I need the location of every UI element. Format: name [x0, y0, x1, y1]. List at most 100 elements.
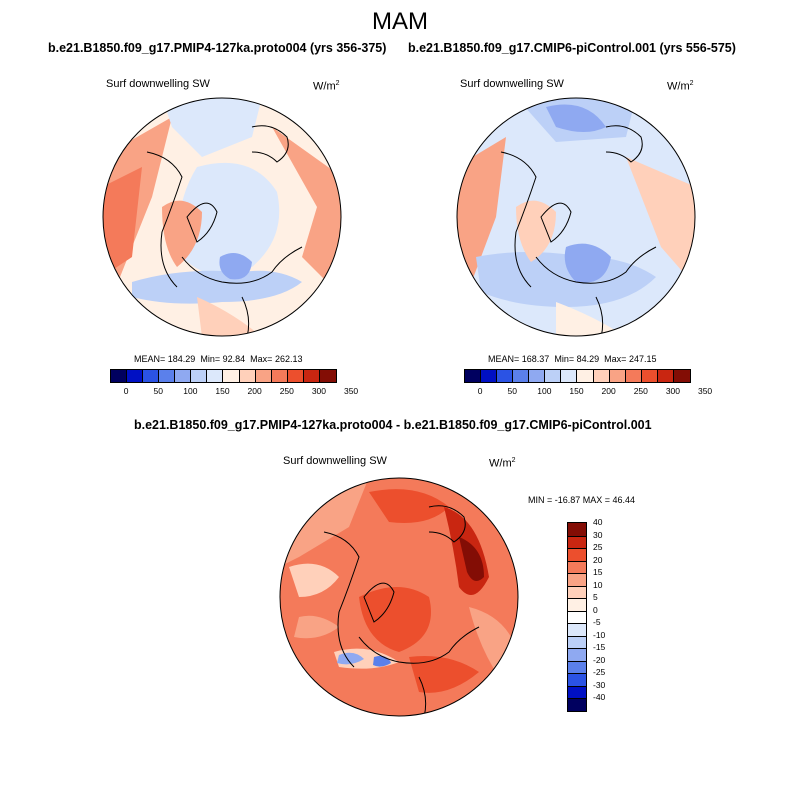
panel3-colorbar-swatch	[568, 610, 586, 624]
panel1-colorbar-tick-label: 350	[343, 386, 359, 396]
panel1-colorbar	[110, 369, 337, 383]
panel1-colorbar-tick-label: 300	[311, 386, 327, 396]
panel1-colorbar-tick-label: 0	[123, 386, 129, 396]
panel1-colorbar-swatch	[255, 370, 272, 382]
panel3-colorbar-swatch	[568, 585, 586, 599]
panel2-colorbar-swatch	[545, 370, 562, 382]
panel2-colorbar-swatch	[609, 370, 626, 382]
panel1-colorbar-tick-label: 150	[215, 386, 230, 396]
panel3-colorbar-swatch	[568, 660, 586, 674]
panel3-colorbar-swatch	[568, 523, 586, 536]
panel2-colorbar-swatch	[641, 370, 658, 382]
panel2-field-region	[516, 200, 556, 262]
panel1-colorbar-tick-label: 250	[279, 386, 294, 396]
panel2-units-base: W/m	[667, 80, 690, 93]
panel2-colorbar-swatch	[497, 370, 514, 382]
panel3-colorbar-swatch	[568, 673, 586, 686]
panel2-mean-label: MEAN=	[488, 354, 520, 364]
panel2-min-value: 84.29	[576, 354, 600, 364]
panel3-colorbar-tick-label: 5	[593, 592, 598, 603]
panel1-field-region	[197, 297, 262, 336]
panel2-colorbar-swatch	[481, 370, 498, 382]
panel1-units-base: W/m	[313, 80, 336, 93]
panel2-colorbar	[464, 369, 691, 383]
panel2-units: W/m2	[667, 80, 694, 93]
panel1-variable-label: Surf downwelling SW	[106, 78, 210, 90]
panel3-field-region	[369, 489, 449, 523]
panel2-colorbar-swatch	[593, 370, 610, 382]
panel3-field-region	[289, 563, 339, 597]
panel2-colorbar-tick-label: 200	[601, 386, 616, 396]
panel3-colorbar-tick-label: 30	[593, 529, 603, 540]
panel3-field-region	[359, 587, 431, 652]
panel1-field-region	[162, 200, 202, 267]
panel2-colorbar-ticks: 0 50 100 150 200 250 300 350	[464, 386, 712, 398]
figure-title: MAM	[372, 8, 428, 35]
panel2-coastline	[535, 246, 657, 284]
panel3-colorbar-swatch	[568, 535, 586, 549]
panel1-coastline	[251, 125, 289, 163]
panel1-field-region	[103, 117, 172, 336]
panel1-colorbar-swatch	[175, 370, 192, 382]
panel1-min-value: 92.84	[222, 354, 246, 364]
panel3-colorbar-tick-label: 10	[593, 579, 603, 590]
panel2-max-value: 247.15	[628, 354, 657, 364]
panel2-colorbar-swatch	[513, 370, 530, 382]
panel3-colorbar-tick-label: -25	[593, 667, 606, 678]
panel1-colorbar-tick-label: 50	[153, 386, 163, 396]
panel2-colorbar-tick-label: 0	[477, 386, 483, 396]
panel1-max-value: 262.13	[274, 354, 303, 364]
panel3-title: b.e21.B1850.f09_g17.PMIP4-127ka.proto004…	[134, 418, 652, 432]
panel1-colorbar-ticks: 0 50 100 150 200 250 300 350	[110, 386, 358, 398]
panel2-coastline	[500, 151, 537, 288]
panel1-stats: MEAN= 184.29 Min= 92.84 Max= 262.13	[134, 354, 302, 364]
panel3-colorbar-swatch	[568, 635, 586, 649]
panel1-map-border	[102, 97, 342, 337]
panel3-colorbar-swatch	[568, 623, 586, 636]
panel3-field-region	[294, 615, 339, 639]
panel2-colorbar-tick-label: 300	[665, 386, 681, 396]
panel2-colorbar-swatch	[673, 370, 690, 382]
panel2-map-border	[456, 97, 696, 337]
panel3-field-region	[459, 537, 484, 581]
panel2-stats: MEAN= 168.37 Min= 84.29 Max= 247.15	[488, 354, 656, 364]
panel3-units: W/m2	[489, 457, 516, 470]
panel3-colorbar-tick-label: -10	[593, 629, 606, 640]
panel3-field-region	[337, 652, 364, 665]
panel1-colorbar-tick-label: 100	[183, 386, 198, 396]
panel2-variable-label: Surf downwelling SW	[460, 78, 564, 90]
panel1-mean-label: MEAN=	[134, 354, 166, 364]
panel3-colorbar-tick-label: -30	[593, 679, 606, 690]
panel1-colorbar-swatch	[127, 370, 144, 382]
panel2-colorbar-swatch	[577, 370, 594, 382]
panel3-units-base: W/m	[489, 457, 512, 470]
panel3-colorbar-swatch	[568, 573, 586, 586]
panel3-colorbar-tick-label: 0	[593, 604, 598, 615]
panel3-coastline	[363, 582, 395, 623]
panel1-colorbar-swatch	[191, 370, 208, 382]
panel1-colorbar-swatch	[207, 370, 224, 382]
panel3-colorbar-tick-label: 25	[593, 542, 603, 553]
panel1-colorbar-swatch	[303, 370, 320, 382]
panel1-title: b.e21.B1850.f09_g17.PMIP4-127ka.proto004…	[48, 41, 387, 55]
panel3-field-region	[409, 656, 479, 693]
panel1-colorbar-swatch	[239, 370, 256, 382]
panel3-colorbar-swatch	[568, 685, 586, 699]
panel1-polar-map	[102, 97, 342, 337]
panel3-colorbar-tick-label: -20	[593, 654, 606, 665]
panel3-colorbar	[567, 522, 587, 712]
panel3-units-exp: 2	[511, 457, 516, 464]
panel1-field-region	[179, 162, 280, 275]
panel1-colorbar-swatch	[223, 370, 240, 382]
panel2-field-region	[556, 302, 626, 336]
panel2-colorbar-swatch	[625, 370, 642, 382]
panel2-polar-map	[456, 97, 696, 337]
panel2-field-region	[626, 157, 695, 287]
panel2-field-region	[564, 243, 611, 283]
panel2-max-label: Max=	[604, 354, 627, 364]
panel3-stats: MIN = -16.87 MAX = 46.44	[528, 495, 636, 505]
panel1-colorbar-swatch	[319, 370, 336, 382]
panel2-field-region	[546, 104, 606, 132]
panel1-colorbar-swatch	[271, 370, 288, 382]
panel3-variable-label: Surf downwelling SW	[283, 455, 387, 467]
